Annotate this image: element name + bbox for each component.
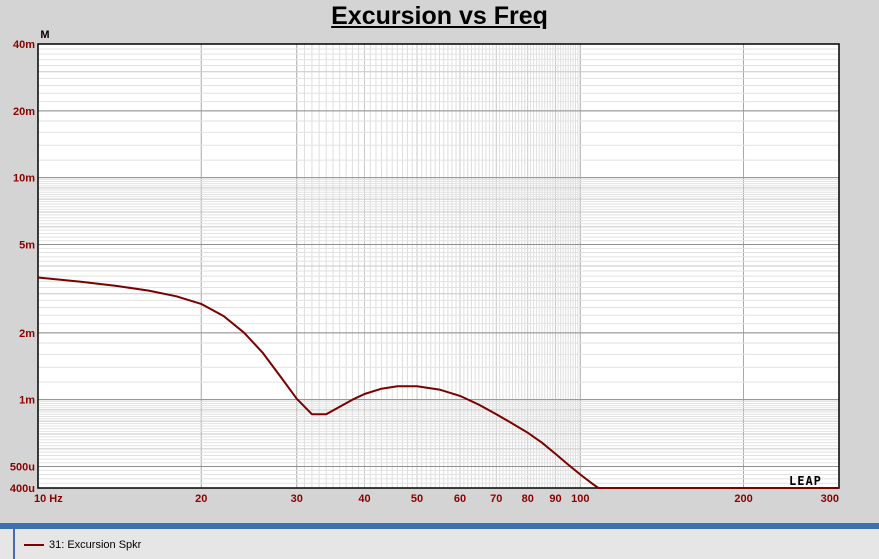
x-tick-label: 80 — [522, 493, 534, 505]
x-tick-label: 300 — [821, 493, 839, 505]
x-tick-label: 50 — [411, 493, 423, 505]
x-tick-label: 90 — [549, 493, 561, 505]
plot-frame — [37, 43, 840, 489]
legend-swatch — [24, 544, 44, 546]
x-tick-label: 60 — [454, 493, 466, 505]
series-line — [37, 276, 839, 489]
legend-item[interactable]: 31: Excursion Spkr — [24, 538, 141, 552]
leap-logo: LEAP — [789, 474, 822, 488]
y-tick-label: 2m — [19, 328, 35, 340]
legend-panel — [0, 529, 879, 559]
y-axis-unit: M — [40, 29, 49, 41]
chart-title-text: Excursion vs Freq — [331, 2, 548, 30]
x-tick-label: 30 — [291, 493, 303, 505]
y-tick-label: 5m — [19, 239, 35, 251]
plot-area: 40m 20m 10m 5m 2m 1m 500u 400u M 10 Hz 20 30 40 50 60 7… — [10, 29, 840, 505]
y-tick-label: 1m — [19, 395, 35, 407]
legend-label: 31: Excursion Spkr — [49, 539, 142, 551]
x-tick-label: 200 — [734, 493, 752, 505]
x-tick-label: 70 — [490, 493, 502, 505]
y-tick-label: 20m — [13, 106, 35, 118]
y-tick-label: 10m — [13, 173, 35, 185]
x-tick-label: 20 — [195, 493, 207, 505]
x-tick-label: 40 — [358, 493, 370, 505]
y-tick-label: 40m — [13, 39, 35, 51]
legend-divider — [13, 529, 15, 559]
x-tick-label: 100 — [571, 493, 589, 505]
y-tick-label: 400u — [10, 483, 35, 495]
chart-title: Excursion vs Freq — [0, 0, 879, 34]
x-tick-label: 10 Hz — [34, 493, 63, 505]
legend-separator-bar — [0, 523, 879, 529]
y-tick-label: 500u — [10, 461, 35, 473]
